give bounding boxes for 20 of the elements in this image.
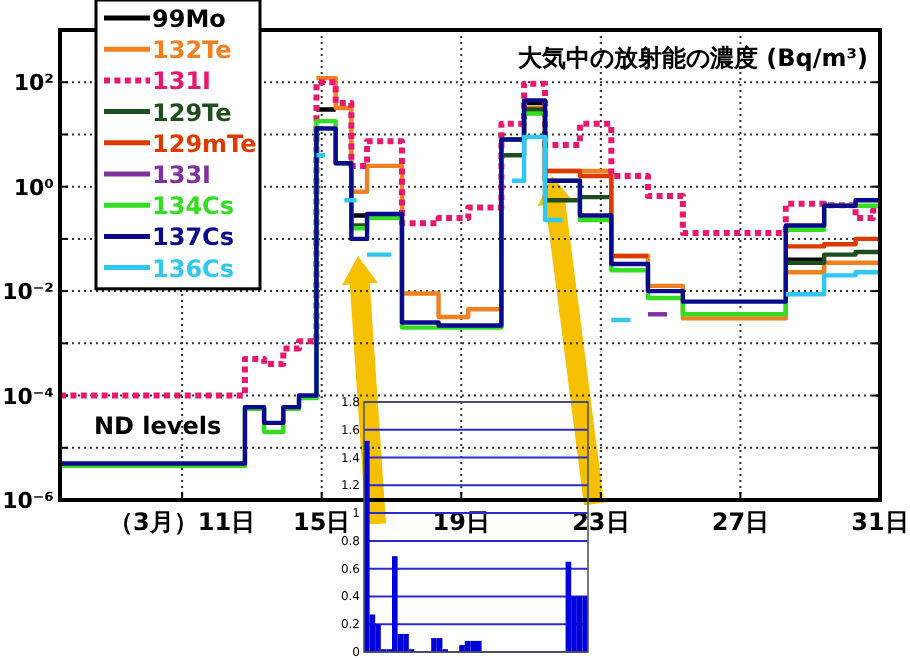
y-tick-label: 10⁻⁶: [2, 488, 55, 514]
legend-label: 134Cs: [152, 192, 234, 221]
x-tick-label: （3月）11日: [109, 508, 256, 536]
x-tick-label: 15日: [293, 508, 351, 536]
legend-label: 129Te: [152, 98, 232, 127]
x-tick-label: 31日: [851, 508, 909, 536]
y-tick-label: 10⁰: [13, 174, 55, 201]
legend-label: 132Te: [152, 36, 232, 65]
y-tick-label: 10⁻²: [2, 279, 55, 306]
annotation: ND levels: [94, 412, 222, 440]
legend-label: 131I: [152, 67, 212, 96]
legend-label: 99Mo: [152, 5, 226, 33]
legend-label: 133I: [152, 161, 212, 189]
legend-label: 129mTe: [152, 129, 257, 158]
x-tick-label: 27日: [711, 508, 770, 536]
y-tick-label: 10²: [13, 70, 55, 97]
legend-label: 137Cs: [152, 223, 234, 252]
legend-label: 136Cs: [152, 254, 234, 283]
y-tick-label: 10⁻⁴: [2, 383, 55, 410]
text: 大気中の放射能の濃度 (Bq/m³): [517, 44, 868, 72]
